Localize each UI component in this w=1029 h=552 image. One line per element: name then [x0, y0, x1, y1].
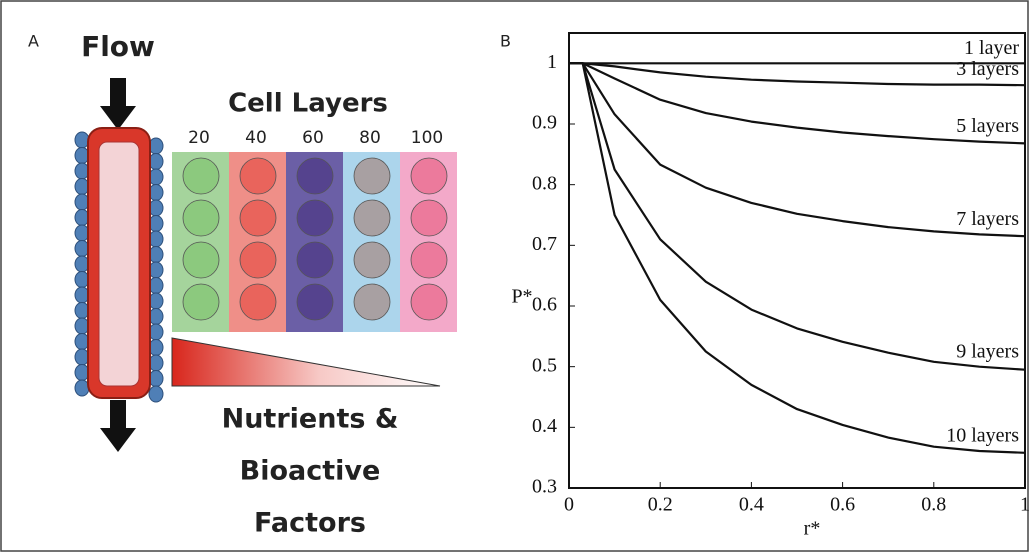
gradient-label: Bioactive	[240, 456, 381, 487]
cell	[74, 240, 90, 257]
cell	[74, 147, 90, 164]
cell	[74, 302, 90, 319]
layer-label: 80	[359, 128, 381, 148]
layer-cell	[353, 199, 391, 237]
cell	[74, 255, 90, 273]
layer-cell	[353, 241, 391, 279]
layer-cell	[296, 241, 334, 279]
x-tick-label: 0.8	[921, 494, 946, 516]
cell	[148, 184, 164, 201]
cell	[148, 137, 164, 155]
cell	[148, 370, 164, 387]
cell	[74, 348, 90, 366]
cell	[148, 354, 164, 372]
cell	[74, 317, 90, 335]
curve-label: 9 layers	[956, 340, 1019, 362]
cell	[74, 224, 90, 242]
layer-cell	[182, 283, 220, 321]
flow-arrow	[100, 400, 136, 452]
layer-cell	[239, 157, 277, 195]
cell	[148, 308, 164, 325]
plot-frame	[568, 32, 1026, 489]
layer-cell	[296, 283, 334, 321]
curve	[569, 62, 1026, 87]
y-tick-label: 0.5	[532, 354, 557, 376]
layer-label: 40	[245, 128, 267, 148]
x-tick-label: 0	[564, 494, 574, 516]
cell	[148, 199, 164, 217]
panel-letter: B	[500, 32, 511, 51]
cell	[74, 333, 90, 350]
cell	[74, 364, 90, 381]
y-tick-label: 0.3	[532, 476, 557, 498]
cell	[148, 292, 164, 310]
x-tick-label: 0.6	[830, 494, 855, 516]
layer-cell	[410, 157, 448, 195]
layer-cell	[410, 283, 448, 321]
cell	[74, 286, 90, 304]
layer-cell	[296, 199, 334, 237]
y-tick-label: 0.8	[532, 172, 557, 194]
curve-label: 3 layers	[956, 58, 1019, 80]
cell	[148, 246, 164, 263]
cell	[148, 261, 164, 279]
curve	[569, 62, 1026, 238]
cell	[148, 339, 164, 356]
layer-cell	[410, 199, 448, 237]
gradient-wedge	[171, 337, 441, 387]
gradient-label: Factors	[254, 508, 366, 539]
layer-cell	[239, 199, 277, 237]
layer-label: 60	[302, 128, 324, 148]
vessel-lumen	[98, 141, 140, 387]
cell-layers-label: Cell Layers	[228, 89, 388, 119]
curve-label: 10 layers	[946, 425, 1019, 447]
cell	[148, 168, 164, 186]
y-tick-label: 0.4	[532, 415, 557, 437]
layer-cell	[353, 157, 391, 195]
layer-cell	[239, 283, 277, 321]
curve-label: 7 layers	[956, 208, 1019, 230]
flow-label: Flow	[81, 30, 155, 63]
layer-cell	[296, 157, 334, 195]
y-tick-label: 0.6	[532, 294, 557, 316]
cell	[148, 230, 164, 248]
cell	[74, 271, 90, 288]
cell	[74, 178, 90, 195]
gradient-label: Nutrients &	[222, 404, 399, 435]
curve	[569, 62, 1026, 145]
cell	[74, 379, 90, 397]
curve	[569, 62, 1026, 454]
y-tick-label: 0.7	[532, 233, 557, 255]
x-axis-label: r*	[804, 518, 821, 540]
cell	[74, 193, 90, 211]
layer-cell	[410, 241, 448, 279]
layer-label: 100	[411, 128, 443, 148]
layer-cell	[353, 283, 391, 321]
cell	[74, 131, 90, 149]
cell	[148, 153, 164, 170]
curve-label: 5 layers	[956, 115, 1019, 137]
layer-cell	[182, 157, 220, 195]
curve	[569, 62, 1026, 371]
cell	[148, 385, 164, 403]
panel-letter: A	[28, 32, 39, 51]
layer-cell	[182, 241, 220, 279]
y-tick-label: 1	[547, 51, 557, 73]
x-tick-label: 0.2	[648, 494, 673, 516]
y-tick-label: 0.9	[532, 112, 557, 134]
cell	[148, 323, 164, 341]
x-tick-label: 1	[1020, 494, 1029, 516]
flow-arrow	[100, 78, 136, 130]
layer-label: 20	[188, 128, 210, 148]
x-tick-label: 0.4	[739, 494, 764, 516]
layer-cell	[182, 199, 220, 237]
cell	[148, 215, 164, 232]
cell	[148, 277, 164, 294]
curve-label: 1 layer	[964, 37, 1019, 59]
cell	[74, 162, 90, 180]
y-axis-label: P*	[511, 286, 532, 308]
layer-cell	[239, 241, 277, 279]
cell	[74, 209, 90, 226]
